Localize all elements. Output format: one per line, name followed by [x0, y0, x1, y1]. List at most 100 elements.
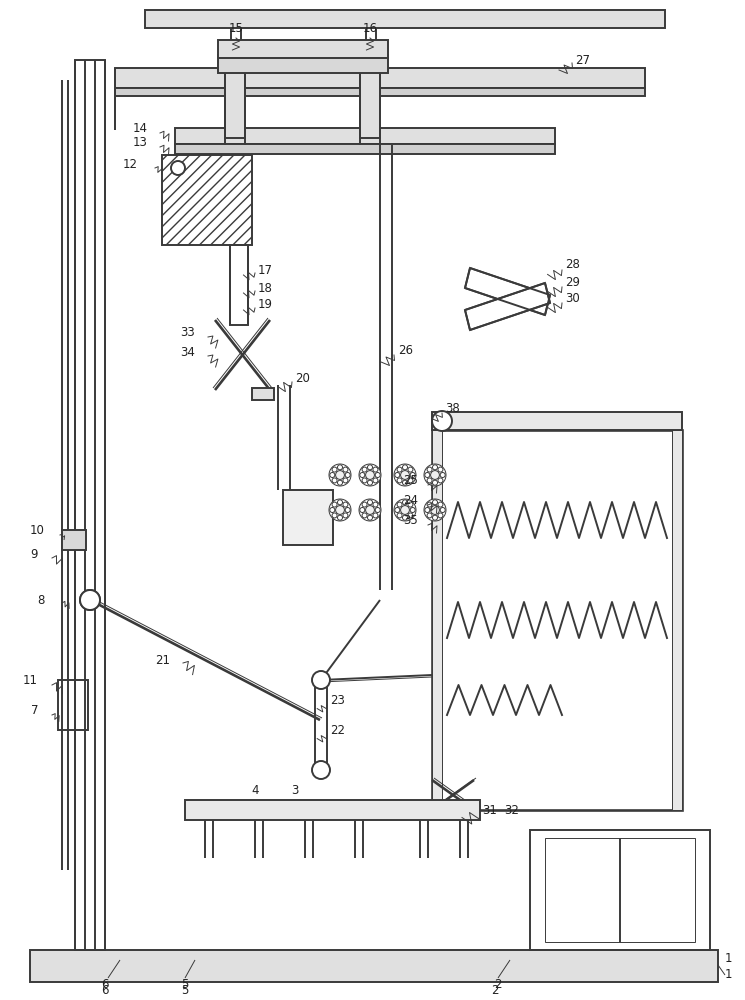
Text: 26: 26	[398, 344, 413, 357]
Circle shape	[440, 473, 446, 478]
Text: 19: 19	[258, 298, 273, 312]
Circle shape	[171, 161, 185, 175]
Circle shape	[80, 590, 100, 610]
Text: 31: 31	[482, 804, 497, 816]
Circle shape	[410, 473, 415, 478]
Text: 13: 13	[133, 135, 148, 148]
Circle shape	[367, 465, 372, 470]
Circle shape	[424, 499, 446, 521]
Text: 30: 30	[565, 292, 580, 304]
Circle shape	[402, 465, 408, 470]
Circle shape	[362, 502, 367, 507]
Text: 1: 1	[725, 968, 732, 982]
Circle shape	[80, 590, 100, 610]
Text: 32: 32	[504, 804, 519, 816]
Circle shape	[343, 478, 348, 483]
Text: 6: 6	[101, 978, 109, 992]
Circle shape	[402, 480, 408, 485]
Circle shape	[397, 478, 402, 483]
Circle shape	[362, 467, 367, 472]
Circle shape	[397, 502, 402, 507]
Circle shape	[367, 480, 372, 485]
Circle shape	[375, 508, 380, 512]
Circle shape	[373, 513, 378, 518]
Text: 11: 11	[23, 674, 38, 686]
Text: 5: 5	[181, 984, 188, 996]
Bar	[283, 490, 333, 545]
Circle shape	[337, 515, 343, 520]
Bar	[75, 60, 105, 950]
Text: 12: 12	[123, 158, 138, 172]
Circle shape	[394, 464, 416, 486]
Text: 6: 6	[101, 984, 109, 996]
Text: 20: 20	[295, 371, 310, 384]
Circle shape	[330, 508, 335, 512]
Text: 29: 29	[565, 275, 580, 288]
Text: 25: 25	[403, 474, 418, 487]
Bar	[115, 88, 645, 96]
Circle shape	[440, 508, 446, 512]
Circle shape	[431, 471, 440, 479]
Circle shape	[343, 502, 348, 507]
Bar	[672, 430, 682, 810]
Circle shape	[427, 467, 432, 472]
Bar	[432, 430, 682, 810]
Circle shape	[432, 411, 452, 431]
Bar	[530, 830, 710, 950]
Circle shape	[329, 464, 351, 486]
Bar	[225, 68, 245, 138]
Text: 10: 10	[30, 524, 45, 536]
Bar	[58, 680, 88, 730]
Circle shape	[425, 508, 430, 512]
Circle shape	[337, 500, 343, 505]
Circle shape	[427, 513, 432, 518]
Circle shape	[408, 467, 413, 472]
Circle shape	[359, 499, 381, 521]
Circle shape	[395, 508, 400, 512]
Circle shape	[433, 465, 437, 470]
Circle shape	[359, 464, 381, 486]
Text: 2: 2	[494, 978, 501, 992]
Text: 28: 28	[565, 258, 580, 271]
Text: 21: 21	[155, 654, 170, 666]
Circle shape	[427, 502, 432, 507]
Text: 1: 1	[725, 952, 732, 964]
Bar	[175, 144, 555, 154]
Circle shape	[394, 499, 416, 521]
Circle shape	[337, 480, 343, 485]
Text: 17: 17	[258, 263, 273, 276]
Circle shape	[345, 473, 350, 478]
Text: 15: 15	[229, 21, 244, 34]
Polygon shape	[465, 268, 550, 315]
Text: 7: 7	[31, 704, 38, 716]
Circle shape	[345, 508, 350, 512]
Circle shape	[433, 480, 437, 485]
Text: 27: 27	[575, 53, 590, 66]
Bar	[175, 128, 555, 144]
Bar	[545, 838, 695, 942]
Circle shape	[438, 502, 443, 507]
Text: 4: 4	[251, 784, 259, 796]
Text: 16: 16	[363, 21, 378, 34]
Circle shape	[402, 500, 408, 505]
Circle shape	[401, 506, 410, 514]
Circle shape	[401, 471, 410, 479]
Text: 22: 22	[330, 724, 345, 736]
Circle shape	[410, 508, 415, 512]
Circle shape	[433, 500, 437, 505]
Circle shape	[438, 467, 443, 472]
Bar	[218, 55, 388, 73]
Text: 38: 38	[445, 401, 460, 414]
Circle shape	[332, 478, 337, 483]
Circle shape	[373, 502, 378, 507]
Text: 8: 8	[38, 593, 45, 606]
Text: 9: 9	[31, 548, 38, 562]
Bar	[62, 530, 86, 550]
Bar	[432, 430, 442, 810]
Circle shape	[397, 467, 402, 472]
Bar	[185, 800, 480, 820]
Circle shape	[397, 513, 402, 518]
Circle shape	[330, 473, 335, 478]
Circle shape	[312, 671, 330, 689]
Bar	[115, 68, 645, 88]
